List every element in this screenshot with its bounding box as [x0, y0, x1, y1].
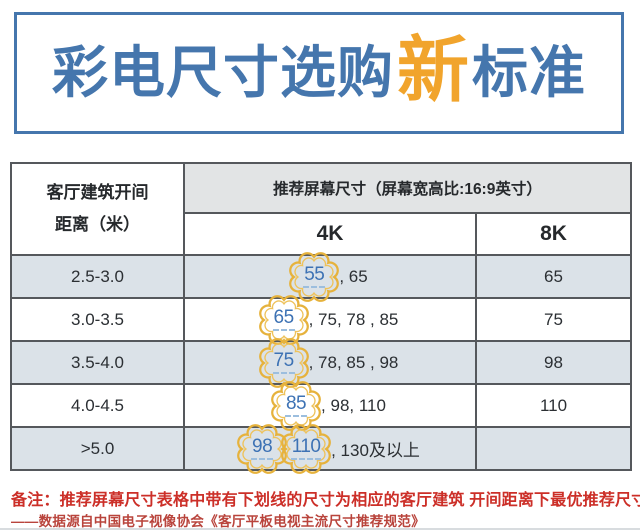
- table-row: 3.0-3.5 65 , 75, 78 , 85 75: [10, 294, 632, 345]
- table-row: >5.0 98 110: [10, 423, 632, 474]
- table-row: 3.5-4.0 75 , 78, 85 , 98 98: [10, 337, 632, 388]
- tv-size-table: 客厅建筑开间 距离（米） 推荐屏幕尺寸（屏幕宽高比:16:9英寸） 4K 8K …: [10, 162, 632, 474]
- table-header-row-1: 客厅建筑开间 距离（米） 推荐屏幕尺寸（屏幕宽高比:16:9英寸）: [10, 162, 632, 256]
- bottom-divider: [0, 528, 640, 530]
- sizes-4k-cell: 55 , 65: [183, 251, 477, 302]
- title-suffix: 标准: [472, 41, 586, 104]
- remark-note: 备注：推荐屏幕尺寸表格中带有下划线的尺寸为相应的客厅建筑 开间距离下最优推荐尺寸…: [11, 492, 640, 509]
- source-note: ——数据源自中国电子视像协会《客厅平板电视主流尺寸推荐规范》: [11, 514, 425, 529]
- optimal-size-badge: 98: [237, 423, 287, 474]
- distance-cell: 3.0-3.5: [10, 297, 185, 342]
- sizes-4k-cell: 65 , 75, 78 , 85: [183, 294, 477, 345]
- optimal-size-badge: 85: [271, 380, 321, 431]
- optimal-size-badge: 75: [258, 337, 309, 388]
- size-8k-value: 75: [544, 309, 563, 329]
- optimal-size-value: 75: [272, 351, 295, 374]
- distance-value: >5.0: [80, 438, 115, 458]
- size-8k-cell: 75: [475, 297, 632, 342]
- distance-cell: >5.0: [10, 426, 185, 471]
- distance-cell: 2.5-3.0: [10, 254, 185, 299]
- size-8k-value: 110: [539, 395, 568, 415]
- optimal-size-badge: 55: [289, 251, 340, 302]
- size-8k-value: 65: [544, 266, 563, 286]
- distance-value: 3.5-4.0: [71, 352, 124, 372]
- size-8k-cell: 65: [475, 254, 632, 299]
- distance-value: 4.0-4.5: [71, 395, 124, 415]
- optimal-size-value: 98: [251, 437, 274, 460]
- page-title: 彩电尺寸选购 新 标准: [51, 31, 586, 111]
- title-prefix: 彩电尺寸选购: [51, 41, 394, 104]
- size-8k-cell: 98: [475, 340, 632, 385]
- title-banner: 彩电尺寸选购 新 标准: [14, 12, 624, 134]
- distance-value: 2.5-3.0: [71, 266, 124, 286]
- other-sizes: , 130及以上: [331, 441, 420, 460]
- optimal-size-badge: 110: [281, 423, 331, 474]
- distance-cell: 3.5-4.0: [10, 340, 185, 385]
- distance-cell: 4.0-4.5: [10, 383, 185, 428]
- size-8k-value: 98: [544, 352, 563, 372]
- table-row: 2.5-3.0 55 , 65 65: [10, 251, 632, 302]
- sizes-4k-cell: 85 , 98, 110: [183, 380, 477, 431]
- optimal-size-badge: 65: [258, 294, 309, 345]
- distance-value: 3.0-3.5: [71, 309, 124, 329]
- distance-header-line1: 客厅建筑开间: [46, 182, 149, 202]
- title-highlight-new: 新: [396, 31, 469, 111]
- optimal-size-value: 85: [284, 394, 308, 417]
- optimal-size-value: 110: [290, 437, 322, 460]
- table-header-row-2: 4K 8K: [11, 212, 632, 256]
- optimal-size-value: 55: [303, 265, 326, 288]
- other-sizes: , 78, 85 , 98: [308, 352, 399, 372]
- distance-header-cell: 客厅建筑开间 距离（米）: [10, 162, 185, 256]
- size-8k-cell: 110: [475, 383, 632, 428]
- sizes-4k-cell: 75 , 78, 85 , 98: [183, 337, 477, 388]
- other-sizes: , 98, 110: [321, 395, 386, 415]
- other-sizes: , 75, 78 , 85: [308, 309, 399, 329]
- table-row: 4.0-4.5 85 , 98, 110 110: [10, 380, 632, 431]
- other-sizes: , 65: [339, 266, 368, 286]
- column-header-8k: 8K: [475, 212, 632, 256]
- sizes-4k-cell: 98 110 , 130及以上: [183, 423, 477, 474]
- recommend-header-cell: 推荐屏幕尺寸（屏幕宽高比:16:9英寸）: [183, 162, 632, 214]
- size-8k-cell: [475, 426, 632, 471]
- column-header-4k: 4K: [183, 212, 477, 256]
- optimal-size-value: 65: [272, 308, 295, 331]
- distance-header-line2: 距离（米）: [55, 215, 140, 234]
